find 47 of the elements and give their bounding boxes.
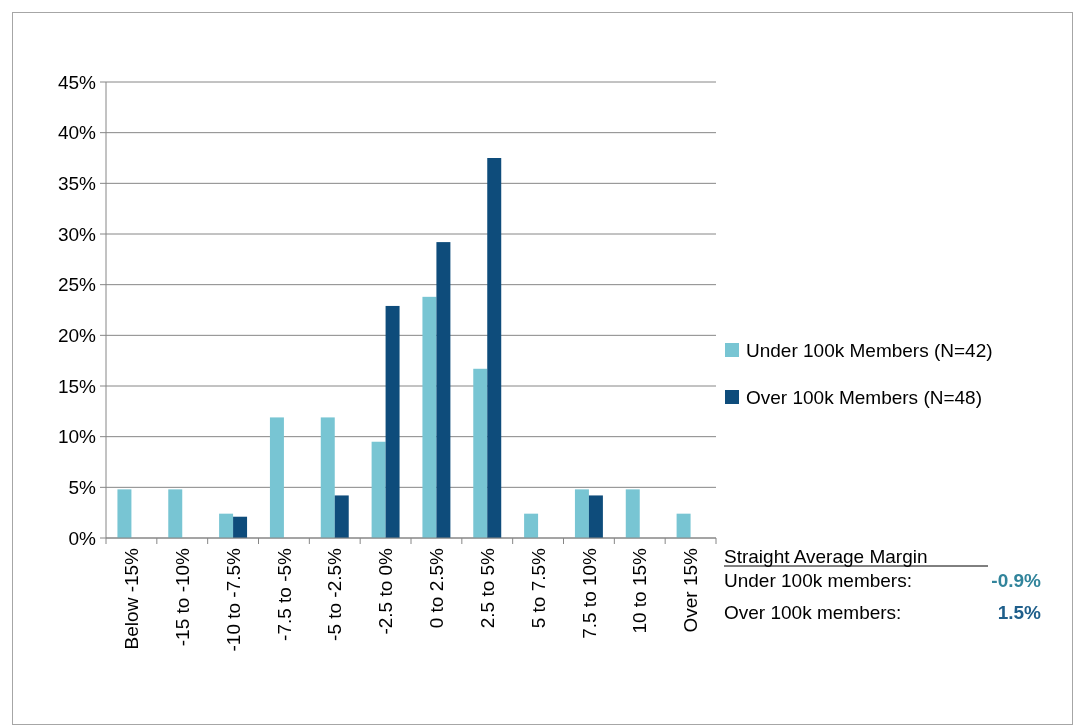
bar [473, 368, 488, 538]
x-tick-label: -2.5 to 0% [375, 547, 397, 635]
bar [625, 489, 640, 538]
text: Straight Average Margin [724, 545, 928, 567]
bar [422, 296, 437, 538]
y-tick-label: 45% [57, 71, 97, 93]
legend-label: Over 100k Members (N=48) [746, 386, 982, 408]
y-tick-label: 15% [57, 375, 97, 397]
bar [524, 513, 539, 538]
y-tick-label: 20% [57, 324, 97, 346]
y-tick-label: 35% [57, 172, 97, 194]
bar [320, 417, 335, 538]
x-tick-label: -7.5 to -5% [273, 547, 295, 641]
y-tick-label: 0% [68, 527, 97, 549]
text: Under 100k members: [724, 569, 912, 591]
y-tick-label: 40% [57, 122, 97, 144]
y-tick-label: 30% [57, 223, 97, 245]
y-tick-label: 5% [68, 476, 97, 498]
x-tick-label: 10 to 15% [629, 547, 651, 634]
y-tick-label: 25% [57, 274, 97, 296]
x-tick-label: -5 to -2.5% [324, 547, 346, 641]
bar [168, 489, 183, 538]
text: 1.5% [997, 601, 1042, 623]
bar [487, 158, 502, 538]
bar [574, 489, 589, 538]
text: -0.9% [991, 569, 1042, 591]
x-tick-label: 5 to 7.5% [527, 547, 549, 629]
x-tick-label: -10 to -7.5% [222, 547, 244, 652]
bar [233, 516, 248, 538]
x-tick-label: 7.5 to 10% [578, 547, 600, 639]
bar [385, 305, 400, 538]
x-tick-label: Below -15% [121, 547, 143, 650]
bar [588, 495, 603, 538]
bar [334, 495, 349, 538]
x-tick-label: Over 15% [680, 547, 702, 633]
bar [676, 513, 691, 538]
bar [117, 489, 132, 538]
legend-label: Under 100k Members (N=42) [746, 339, 993, 361]
bar [371, 441, 386, 538]
x-tick-label: -15 to -10% [171, 547, 193, 647]
x-tick-label: 2.5 to 5% [476, 547, 498, 629]
bar [436, 242, 451, 538]
y-tick-label: 10% [57, 426, 97, 448]
text: Over 100k members: [724, 601, 902, 623]
x-tick-label: 0 to 2.5% [426, 547, 448, 629]
bar [219, 513, 234, 538]
bar [269, 417, 284, 538]
